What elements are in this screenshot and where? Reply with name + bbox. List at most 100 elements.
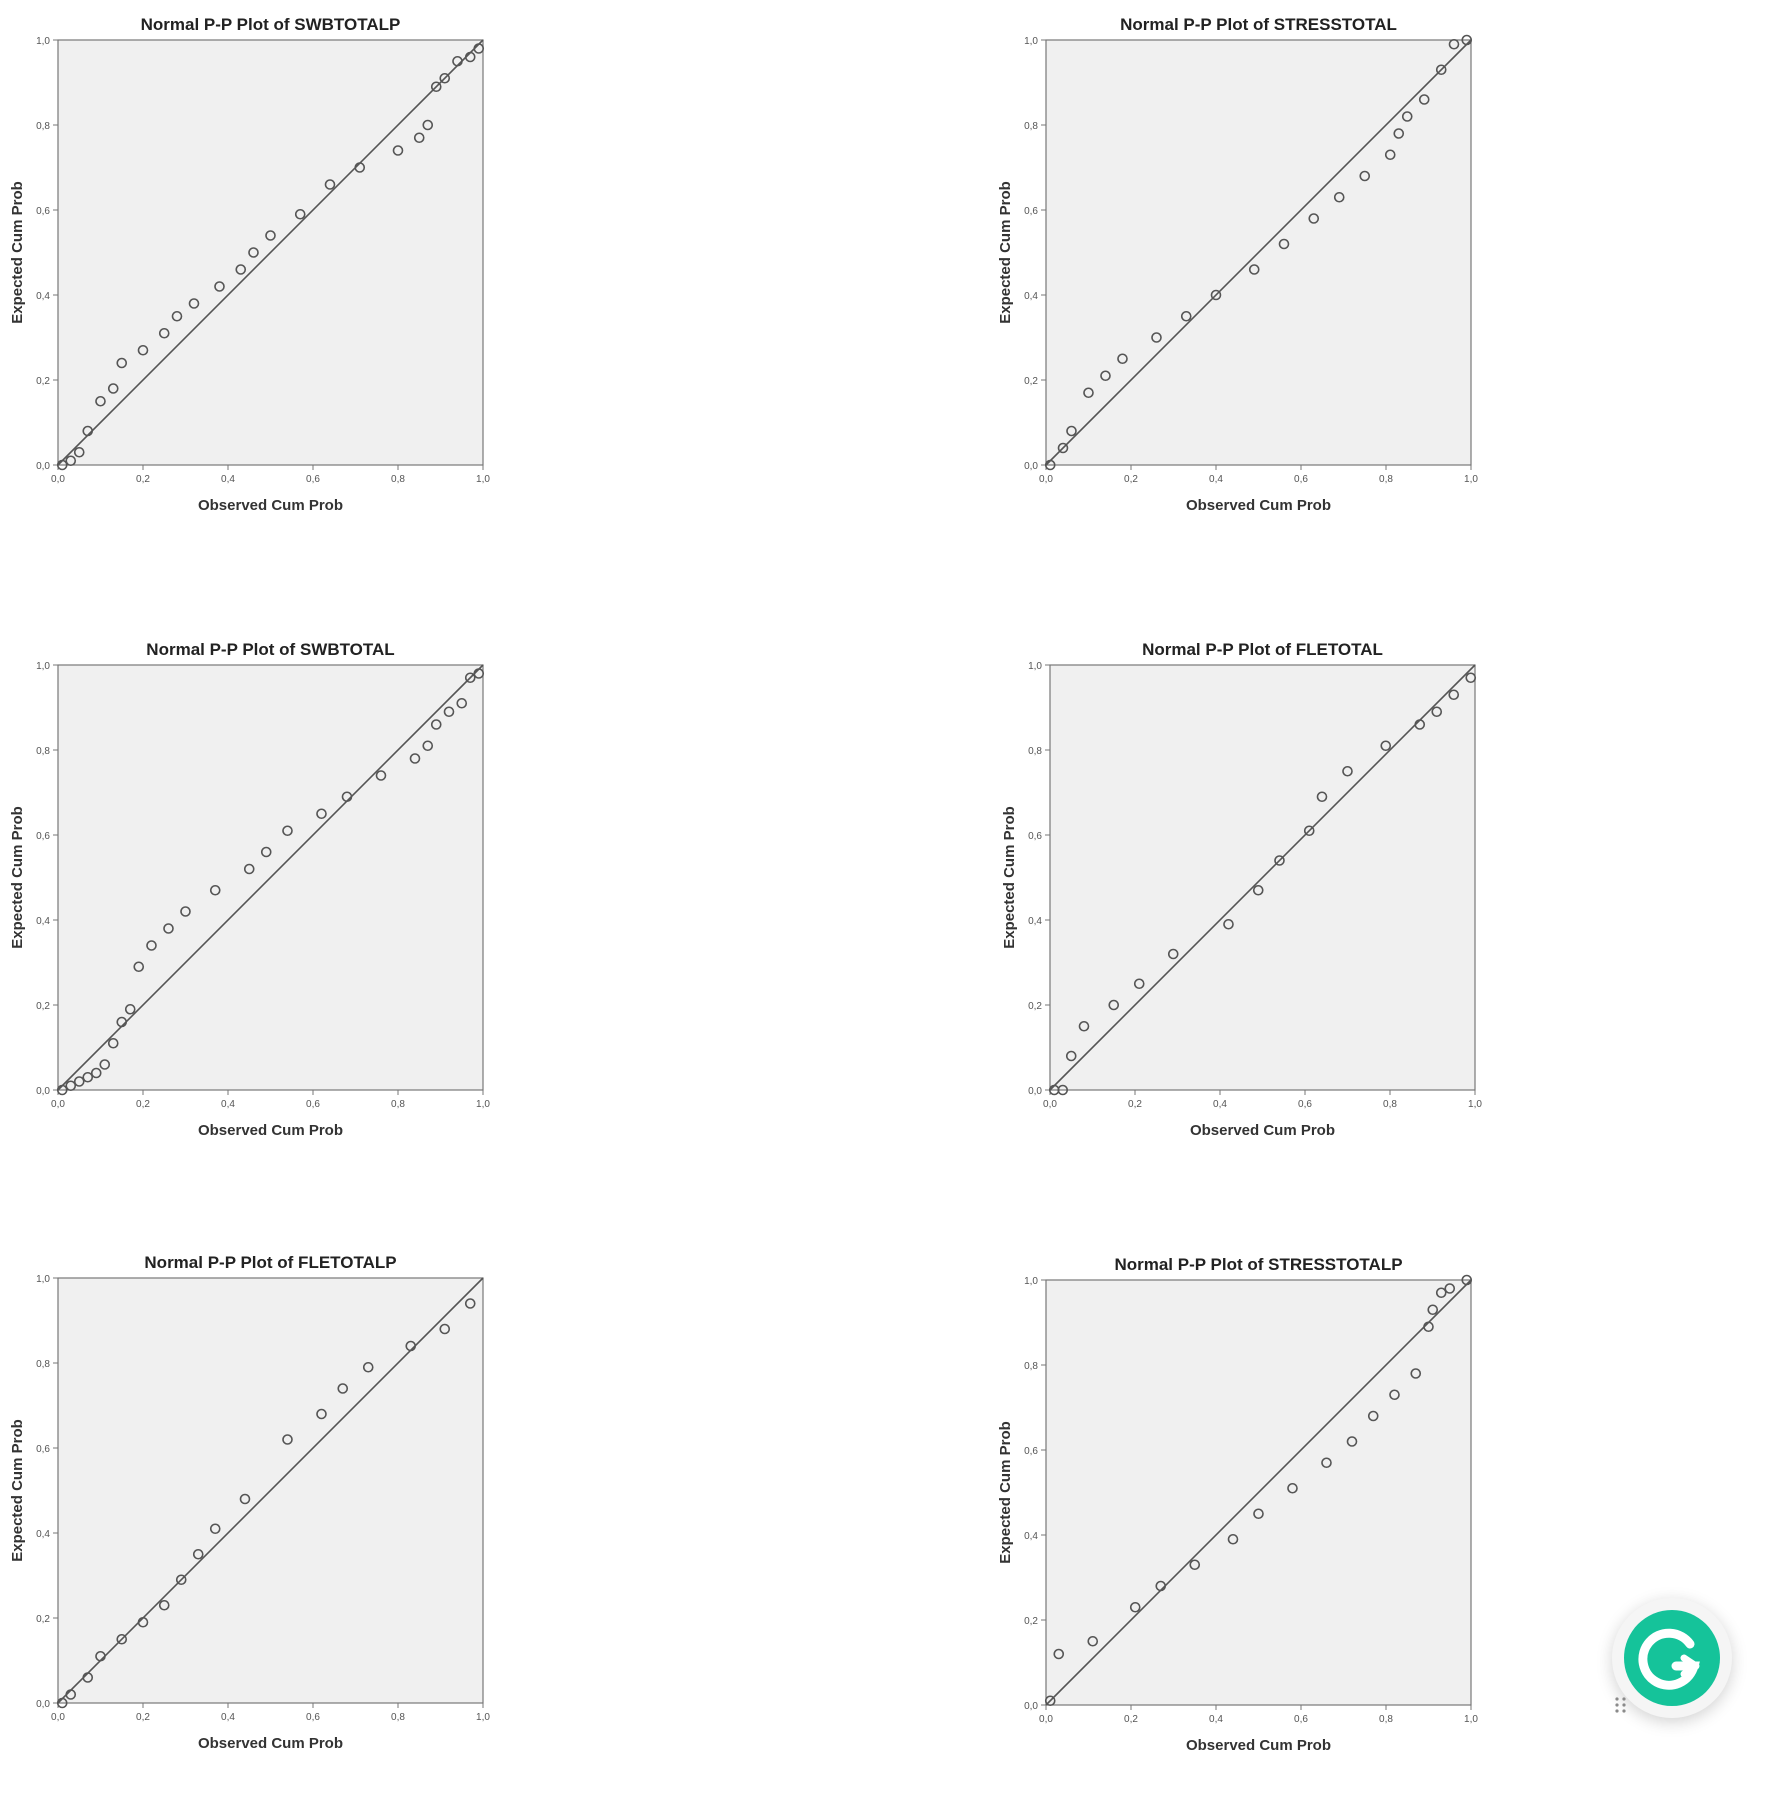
x-axis-label: Observed Cum Prob (198, 1122, 343, 1139)
data-point (1427, 1304, 1439, 1316)
data-point (175, 1574, 187, 1586)
x-tick-label: 0,2 (1124, 1714, 1138, 1725)
x-tick-label: 1,0 (1468, 1099, 1482, 1110)
plot-title: Normal P-P Plot of STRESSTOTALP (1114, 1255, 1402, 1274)
data-point (1189, 1559, 1201, 1571)
data-point (405, 1340, 417, 1352)
y-tick-label: 0,8 (36, 1359, 50, 1370)
chart-svg: Normal P-P Plot of STRESSTOTALP 0,00,0 0,2… (997, 1255, 1478, 1754)
x-tick-label: 0,6 (1298, 1099, 1312, 1110)
data-point (1100, 370, 1111, 382)
plot-title: Normal P-P Plot of SWBTOTAL (146, 640, 394, 659)
data-point (95, 395, 106, 407)
data-point (375, 770, 387, 781)
data-point (116, 1016, 128, 1028)
y-tick-label: 0,0 (36, 1086, 50, 1097)
data-point (1431, 706, 1443, 718)
plot-title: Normal P-P Plot of STRESSTOTAL (1120, 15, 1397, 34)
data-point (116, 1633, 128, 1645)
x-axis-label: Observed Cum Prob (1186, 1737, 1331, 1754)
plot-title: Normal P-P Plot of FLETOTALP (144, 1253, 396, 1272)
x-tick-label: 0,2 (136, 1099, 150, 1110)
x-tick-label: 1,0 (476, 1712, 490, 1723)
chart-svg: Normal P-P Plot of FLETOTALP 0,00,0 0,2 0,2… (9, 1253, 490, 1752)
x-tick-label: 0,8 (1379, 1714, 1393, 1725)
data-point (473, 668, 485, 679)
pp-plot-stresstotalp: Normal P-P Plot of STRESSTOTALP 0,0 0,0 0,2… (988, 1240, 1508, 1800)
y-tick-label: 1,0 (1024, 1276, 1038, 1287)
data-point (82, 425, 94, 437)
chart-svg: Normal P-P Plot of SWBTOTAL 0,00,0 0,2 0,2 0… (9, 640, 490, 1139)
data-point (1465, 672, 1477, 684)
x-tick-label: 0,0 (51, 1099, 65, 1110)
x-tick-label: 1,0 (476, 474, 490, 485)
data-point (95, 1650, 106, 1662)
data-point (180, 906, 191, 917)
x-tick-label: 0,2 (136, 474, 150, 485)
data-point (1180, 310, 1192, 322)
y-tick-label: 0,2 (36, 1001, 50, 1012)
y-axis-label: Expected Cum Prob (997, 1421, 1014, 1564)
grammarly-icon[interactable] (1624, 1610, 1720, 1706)
x-tick-label: 0,8 (391, 1712, 405, 1723)
data-point (409, 753, 421, 764)
data-point (1066, 425, 1077, 437)
y-tick-label: 0,0 (1028, 1086, 1042, 1097)
y-tick-label: 0,4 (36, 916, 50, 927)
data-point (90, 1067, 102, 1079)
data-point (354, 162, 366, 173)
x-tick-label: 0,4 (221, 1712, 235, 1723)
y-tick-label: 0,0 (1024, 461, 1038, 472)
data-point (1223, 918, 1234, 930)
data-point (1461, 1274, 1473, 1286)
data-point (243, 863, 255, 875)
data-point (464, 51, 476, 63)
data-point (422, 740, 434, 752)
data-point (422, 119, 434, 131)
data-point (1367, 1410, 1379, 1422)
data-point (1287, 1482, 1298, 1494)
data-point (439, 1323, 451, 1335)
data-point (1133, 978, 1145, 990)
data-point (1248, 264, 1260, 275)
chart-svg: Normal P-P Plot of SWBTOTALP 0,00,0 0,2 0,2… (9, 15, 490, 514)
reference-line (57, 664, 484, 1091)
data-point (1342, 765, 1353, 777)
data-point (158, 327, 170, 339)
y-tick-label: 0,2 (36, 376, 50, 387)
drag-handle-icon[interactable] (1614, 1696, 1628, 1714)
data-point (209, 884, 221, 896)
x-tick-label: 0,0 (1043, 1099, 1057, 1110)
data-point (1057, 442, 1069, 454)
y-axis-label: Expected Cum Prob (9, 1419, 26, 1562)
data-point (1321, 1457, 1332, 1469)
y-tick-label: 0,6 (36, 1444, 50, 1455)
data-point (1167, 948, 1179, 960)
data-point (282, 825, 293, 837)
data-point (456, 697, 468, 709)
y-tick-label: 0,6 (1024, 206, 1038, 217)
data-point (1333, 191, 1345, 203)
data-point (146, 940, 157, 951)
grammarly-button[interactable] (1612, 1598, 1732, 1718)
y-tick-label: 0,0 (36, 461, 50, 472)
data-point (1410, 1368, 1422, 1379)
y-tick-label: 0,8 (1028, 746, 1042, 757)
data-point (1423, 1321, 1434, 1333)
pp-plot-stresstotal: Normal P-P Plot of STRESSTOTAL 0,0 0,0 0,2 0… (988, 0, 1508, 560)
y-tick-label: 0,4 (1024, 1531, 1038, 1542)
data-point (1278, 238, 1290, 250)
plot-title: Normal P-P Plot of SWBTOTALP (141, 15, 401, 34)
data-point (1389, 1389, 1400, 1401)
x-tick-label: 0,2 (1128, 1099, 1142, 1110)
reference-line (57, 1277, 484, 1704)
x-tick-label: 0,4 (1209, 474, 1223, 485)
y-tick-label: 0,4 (1028, 916, 1042, 927)
x-tick-label: 0,4 (1209, 1714, 1223, 1725)
data-point (65, 1080, 77, 1092)
reference-line (1045, 1279, 1472, 1706)
data-point (430, 719, 442, 730)
data-point (392, 145, 404, 156)
data-point (133, 961, 145, 973)
data-point (163, 923, 174, 934)
